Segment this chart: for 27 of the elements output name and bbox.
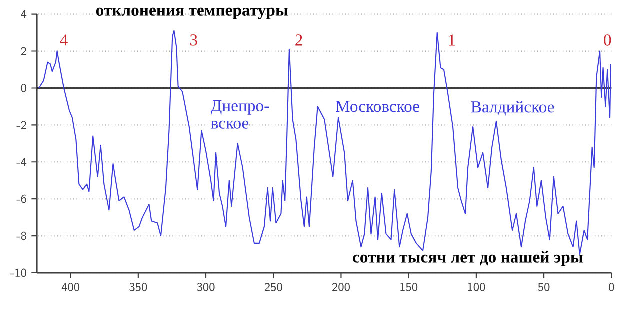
annotation: 3 — [190, 34, 198, 46]
annotation: Московское — [336, 101, 420, 112]
annotation: Валдийское — [471, 101, 554, 116]
x-tick-label: 400 — [62, 283, 80, 292]
x-tick-label: 150 — [400, 283, 418, 292]
x-tick-label: 200 — [332, 283, 350, 292]
x-tick-label: 350 — [130, 283, 148, 292]
x-tick-label: 300 — [197, 283, 215, 292]
x-axis-title: сотни тысяч лет до нашей эры — [353, 251, 583, 266]
x-tick-label: 50 — [538, 283, 550, 292]
y-tick-label: -8 — [16, 232, 26, 240]
x-tick-label: 250 — [264, 283, 282, 292]
annotation: Днепро-вское — [210, 100, 270, 129]
y-tick-label: -4 — [16, 158, 27, 166]
y-tick-label: 4 — [21, 10, 27, 18]
y-tick-label: -10 — [10, 268, 26, 278]
y-tick-label: -2 — [16, 121, 26, 130]
chart-title: отклонения температуры — [96, 8, 288, 20]
y-tick-label: 2 — [21, 47, 26, 56]
y-tick-label: 0 — [21, 84, 26, 92]
y-tick-label: -6 — [16, 194, 26, 204]
x-tick-label: 0 — [609, 283, 614, 292]
annotation: 0 — [604, 34, 612, 46]
annotation: 1 — [449, 34, 456, 46]
annotation: 4 — [60, 34, 68, 46]
annotation: 2 — [296, 34, 302, 46]
x-tick-label: 100 — [468, 283, 486, 292]
